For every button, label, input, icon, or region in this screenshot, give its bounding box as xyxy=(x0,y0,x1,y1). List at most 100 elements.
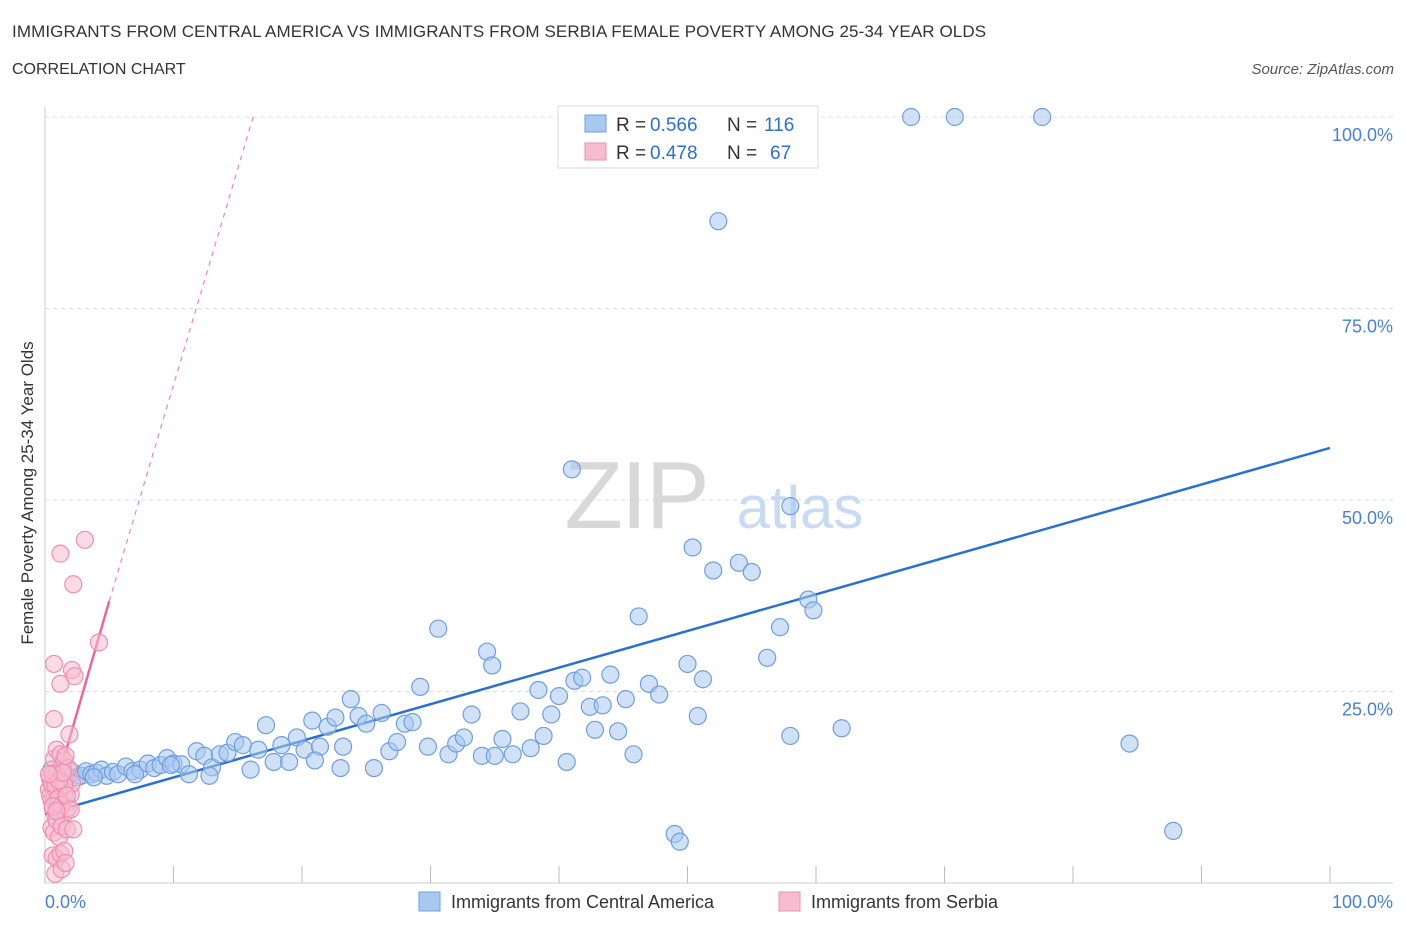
data-point xyxy=(534,726,553,746)
y-tick-label: 75.0% xyxy=(1342,317,1393,337)
data-point xyxy=(593,696,612,715)
legend-r-label-blue: R = xyxy=(616,115,646,136)
data-point xyxy=(781,497,800,516)
x-tick-label-max: 100.0% xyxy=(1332,892,1393,912)
data-point xyxy=(650,685,669,704)
data-point xyxy=(411,677,430,697)
grid-lines xyxy=(45,116,1393,692)
data-point xyxy=(678,654,697,674)
y-axis-label: Female Poverty Among 25-34 Year Olds xyxy=(18,341,37,644)
data-point xyxy=(688,706,707,726)
data-point xyxy=(693,670,713,689)
watermark-zip: ZIP xyxy=(564,442,707,549)
data-point xyxy=(503,745,522,764)
data-point xyxy=(200,766,219,785)
data-point xyxy=(303,711,322,730)
data-point xyxy=(670,832,689,851)
data-point xyxy=(483,656,502,675)
data-point xyxy=(832,719,851,738)
data-point xyxy=(51,674,70,693)
y-tick-label: 100.0% xyxy=(1332,125,1393,145)
data-point xyxy=(1033,107,1052,127)
data-point xyxy=(125,765,145,784)
y-tick-label: 50.0% xyxy=(1342,508,1393,528)
data-point xyxy=(562,460,581,479)
data-point xyxy=(264,752,283,772)
legend-n-value-blue: 116 xyxy=(764,115,794,136)
data-point xyxy=(403,713,422,732)
legend-r-value-pink: 0.478 xyxy=(650,143,698,164)
data-point xyxy=(542,705,561,724)
data-point xyxy=(781,726,800,746)
stats-legend: R = 0.566 N = 116 R = 0.478 N = 67 xyxy=(557,105,819,169)
data-point xyxy=(945,107,964,127)
data-point xyxy=(44,654,64,674)
series-serbia xyxy=(39,530,109,883)
data-point xyxy=(161,755,181,775)
data-point xyxy=(549,686,569,706)
data-point xyxy=(357,714,376,733)
data-point xyxy=(39,765,58,784)
chart-subtitle: CORRELATION CHART xyxy=(12,61,186,78)
data-point xyxy=(454,728,474,747)
legend-swatch-blue xyxy=(584,114,607,133)
data-point xyxy=(511,702,530,721)
data-point xyxy=(64,575,83,594)
series-legend: Immigrants from Central America Immigran… xyxy=(418,891,999,912)
data-point xyxy=(624,745,643,764)
data-point xyxy=(683,538,702,557)
data-point xyxy=(372,703,391,723)
data-point xyxy=(364,758,384,778)
series-legend-swatch-blue xyxy=(418,891,441,912)
data-point xyxy=(1164,821,1183,841)
data-point xyxy=(179,765,199,784)
data-point xyxy=(709,212,728,231)
axes xyxy=(44,107,1393,884)
data-point xyxy=(557,752,576,772)
data-point xyxy=(256,716,276,735)
data-point xyxy=(585,720,605,739)
series-legend-label-pink: Immigrants from Serbia xyxy=(811,892,999,912)
data-point xyxy=(418,737,438,756)
data-point xyxy=(305,751,324,770)
data-point xyxy=(742,562,761,582)
data-point xyxy=(387,732,407,752)
watermark-atlas: atlas xyxy=(737,474,864,541)
data-point xyxy=(770,618,790,637)
trend-line-serbia-extension xyxy=(108,116,254,602)
data-point xyxy=(89,633,109,652)
x-tick-label-min: 0.0% xyxy=(45,892,86,912)
data-point xyxy=(47,801,66,821)
data-point xyxy=(56,746,75,765)
data-point xyxy=(616,690,635,709)
data-point xyxy=(249,740,268,759)
data-point xyxy=(629,607,648,626)
series-central-america xyxy=(42,107,1183,851)
data-point xyxy=(493,729,512,749)
legend-r-label-pink: R = xyxy=(616,143,646,164)
data-point xyxy=(462,705,481,724)
watermark: ZIP atlas xyxy=(564,442,863,549)
data-point xyxy=(65,667,84,686)
data-point xyxy=(272,736,291,755)
legend-r-value-blue: 0.566 xyxy=(650,115,698,136)
data-point xyxy=(1120,734,1139,753)
legend-swatch-pink xyxy=(584,142,607,161)
data-point xyxy=(75,530,94,549)
data-point xyxy=(44,709,64,729)
data-point xyxy=(704,561,723,580)
data-point xyxy=(429,619,448,638)
data-point xyxy=(573,668,592,687)
data-point xyxy=(609,722,628,741)
series-legend-label-blue: Immigrants from Central America xyxy=(451,892,715,912)
data-point xyxy=(233,736,252,755)
series-legend-swatch-pink xyxy=(778,891,801,912)
data-point xyxy=(56,853,75,873)
data-point xyxy=(521,739,540,758)
data-point xyxy=(341,690,360,709)
legend-n-label-pink: N = xyxy=(727,143,757,164)
data-point xyxy=(334,737,353,756)
data-point xyxy=(601,665,620,684)
chart-title: IMMIGRANTS FROM CENTRAL AMERICA VS IMMIG… xyxy=(12,22,987,41)
